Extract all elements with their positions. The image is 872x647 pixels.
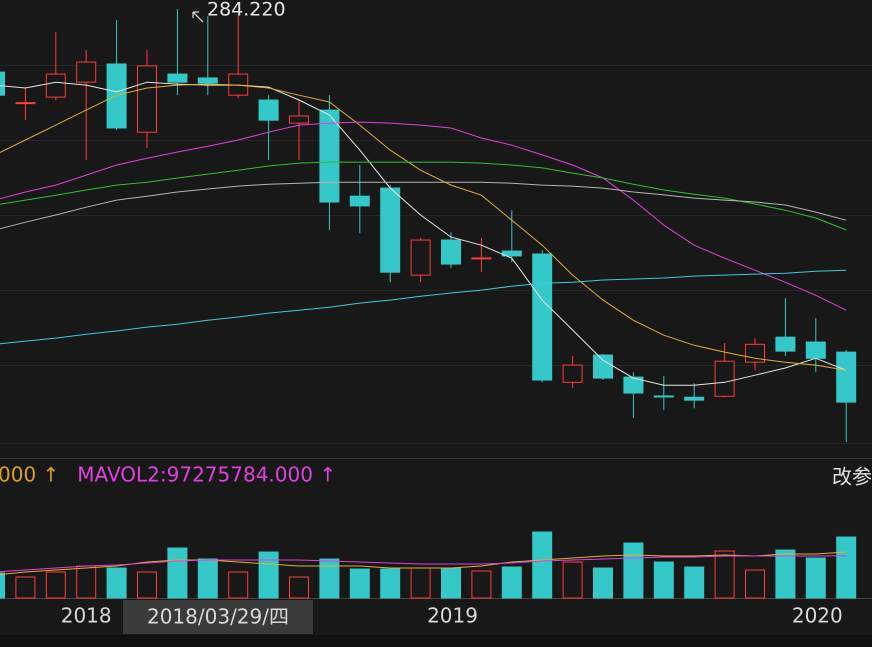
volume-bar [805,557,826,599]
candle-body [197,77,218,84]
candle-body [349,195,370,207]
candle-body [137,65,157,133]
candle-body [562,364,583,383]
candle-body [836,351,857,403]
volume-bar [289,576,309,599]
moving-average [0,83,847,371]
volume-bar [380,568,401,599]
x-tick-label: 2018 [61,604,112,628]
volume-bar [15,576,36,599]
candle-body [0,71,5,96]
volume-bar [106,567,127,599]
volume-bar [258,551,279,599]
volume-bar [228,571,249,599]
candle-body [15,102,36,105]
moving-average [0,181,847,230]
moving-average [0,81,847,386]
volume-bar [0,572,5,599]
candle-body [410,239,431,276]
annotation-label: 284.220 [207,0,286,21]
volume-bar [745,569,765,599]
candle-body [76,61,97,83]
volume-indicator-label: MAVOL2:97275784.000 ↑ [77,463,336,487]
candle-body [775,336,796,352]
candle-body [167,73,188,83]
candle-body [684,396,705,401]
candle-body [319,109,340,203]
moving-average [0,161,847,231]
volume-bar [319,558,340,599]
candle-body [532,253,553,381]
candle-body [805,341,826,359]
candle-body [714,360,735,397]
volume-bar [137,571,157,599]
moving-average [0,121,847,311]
candle-body [380,187,401,273]
volume-bar [623,542,644,599]
volume-bar [76,565,97,599]
volume-bar [684,566,705,599]
candle-body [653,395,674,398]
candle-body [258,99,279,121]
volume-bar [562,561,583,599]
price-grid [0,65,872,444]
candle-body [289,115,309,124]
volume-bar [471,570,492,599]
volume-bar [593,567,613,599]
annotation-arrow [192,11,204,23]
candle-body [593,354,613,379]
candle-body [623,376,644,394]
volume-bar [653,561,674,599]
moving-average [0,269,847,345]
volume-bar [410,567,431,599]
candle-body [106,63,127,129]
settings-button[interactable]: 改参 [832,465,872,489]
volume-indicator-label: 000 ↑ [0,463,59,487]
volume-panel: 000 ↑ MAVOL2:97275784.000 ↑ [0,463,857,599]
price-panel: 284.220 [0,0,857,443]
volume-bar [501,566,522,599]
candle-body [441,239,461,265]
candle-body [501,250,522,257]
x-tick-label: 2019 [427,604,478,628]
candle-body [45,73,66,98]
volume-bar [532,531,553,599]
volume-bar [714,550,735,599]
footer [0,635,872,647]
volume-bar [167,547,188,599]
volume-bar [45,571,66,599]
candle-body [471,257,492,260]
volume-bar [836,536,857,599]
volume-bar [441,567,461,599]
volume-bar [775,549,796,599]
volume-bar [349,568,370,599]
crosshair-label: 2018/03/29/四 [147,605,289,629]
volume-bar [197,558,218,599]
volume-average [0,555,847,573]
x-tick-label: 2020 [792,604,843,628]
crosshair-box [123,600,313,634]
